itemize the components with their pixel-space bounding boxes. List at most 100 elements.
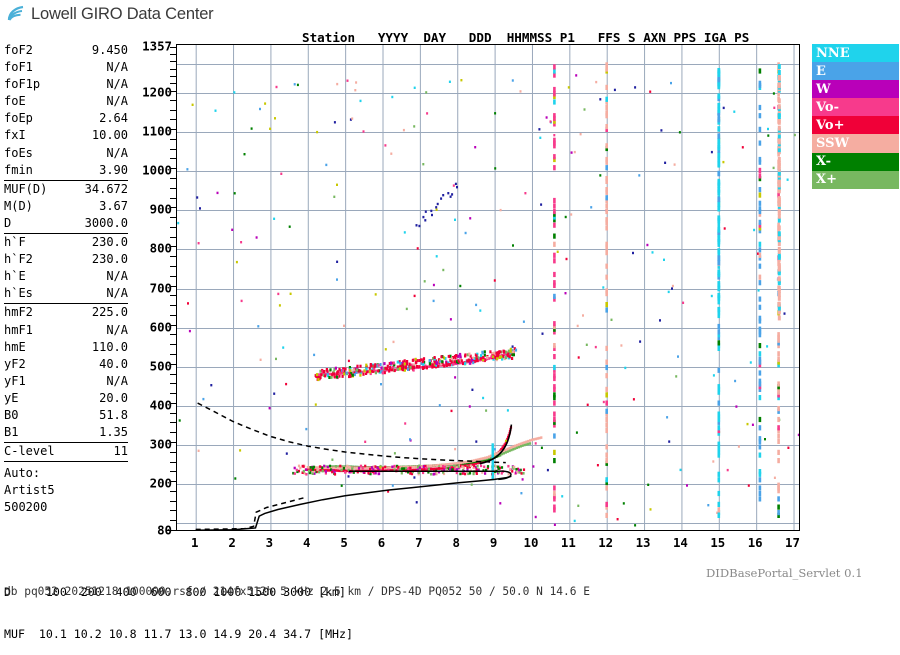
- y-axis-tick-label: 700: [149, 280, 172, 296]
- parameter-group: C-level 11: [4, 443, 128, 463]
- parameter-row: hmE 110.0: [4, 339, 128, 356]
- parameter-label: hmF1: [4, 322, 33, 337]
- parameter-row: foEp 2.64: [4, 110, 128, 127]
- legend-item-vo[interactable]: Vo-: [812, 98, 899, 117]
- y-axis-tick-label: 1200: [142, 84, 172, 100]
- parameter-value: 3000.0: [84, 215, 128, 230]
- parameter-label: fxI: [4, 128, 26, 143]
- y-axis-tick-label: 500: [149, 358, 172, 374]
- parameter-value: N/A: [106, 145, 128, 160]
- legend-label: W: [816, 81, 831, 97]
- legend-label: NNE: [816, 45, 850, 61]
- legend-label: E: [816, 63, 826, 79]
- parameter-row: h`E N/A: [4, 268, 128, 285]
- parameter-label: B1: [4, 425, 19, 440]
- parameter-label: foF2: [4, 43, 33, 57]
- parameter-value: 230.0: [91, 252, 128, 267]
- legend-item-x[interactable]: X-: [812, 152, 899, 171]
- muf-row: MUF 10.1 10.2 10.8 11.7 13.0 14.9 20.4 3…: [4, 627, 354, 641]
- x-axis-tick-label: 3: [265, 535, 274, 550]
- autoscaler-line: Auto:: [4, 466, 41, 481]
- y-axis-tick-label: 1100: [142, 123, 172, 139]
- parameter-row: h`F 230.0: [4, 234, 128, 251]
- legend-item-nne[interactable]: NNE: [812, 44, 899, 63]
- servlet-version: DIDBasePortal_Servlet 0.1: [706, 566, 863, 580]
- x-axis-tick-label: 16: [747, 535, 763, 550]
- parameter-value: 2.64: [99, 111, 128, 126]
- parameter-row: foEs N/A: [4, 145, 128, 162]
- x-axis-tick-label: 5: [340, 535, 348, 550]
- parameter-value: N/A: [106, 77, 128, 92]
- legend-item-x[interactable]: X+: [812, 170, 899, 189]
- parameter-row: hmF2 225.0: [4, 304, 128, 321]
- x-axis-tick-label: 1: [190, 535, 199, 550]
- parameter-label: h`Es: [4, 286, 33, 301]
- header-column-row: Station YYYY DAY DDD HHMMSS P1 FFS S AXN…: [302, 30, 750, 45]
- parameter-value: N/A: [106, 286, 128, 301]
- x-axis-tick-label: 13: [635, 535, 651, 550]
- x-axis-tick-label: 4: [303, 535, 311, 550]
- parameter-value: 51.8: [99, 407, 128, 422]
- x-axis-tick-label: 7: [415, 535, 423, 550]
- x-axis-tick-label: 2: [228, 535, 236, 550]
- parameter-row: yE 20.0: [4, 390, 128, 407]
- legend-item-ssw[interactable]: SSW: [812, 134, 899, 153]
- legend-item-vo[interactable]: Vo+: [812, 116, 899, 135]
- x-axis-tick-label: 11: [560, 535, 576, 550]
- plot-data-layer: [177, 62, 799, 530]
- parameter-row: h`F2 230.0: [4, 251, 128, 268]
- y-axis-tick-label: 800: [149, 240, 172, 256]
- legend-label: X+: [816, 172, 837, 188]
- parameter-row: B0 51.8: [4, 407, 128, 424]
- parameter-value: 11: [113, 444, 128, 459]
- parameter-value: N/A: [106, 269, 128, 284]
- parameter-row: MUF(D) 34.672: [4, 181, 128, 198]
- parameter-row: foF2 9.450: [4, 42, 128, 59]
- x-axis-tick-label: 6: [377, 535, 386, 550]
- parameter-row: yF1 N/A: [4, 373, 128, 390]
- parameter-value: 225.0: [91, 305, 128, 320]
- ionogram-plot[interactable]: [176, 44, 800, 531]
- brand-logo: Lowell GIRO Data Center: [6, 4, 214, 24]
- parameter-row: hmF1 N/A: [4, 322, 128, 339]
- parameter-value: 3.67: [99, 198, 128, 213]
- autoscaler-line: 500200: [4, 500, 48, 515]
- legend-label: Vo+: [816, 117, 845, 133]
- y-axis-tick-label: 900: [149, 201, 172, 217]
- parameter-label: yF2: [4, 356, 26, 371]
- parameter-value: 1.35: [99, 425, 128, 440]
- parameter-value: 10.00: [91, 128, 128, 143]
- parameter-value: 230.0: [91, 235, 128, 250]
- y-axis-tick-label: 300: [149, 436, 172, 452]
- brand-name: Lowell GIRO Data Center: [31, 4, 214, 23]
- parameter-label: foEp: [4, 111, 33, 126]
- x-axis-tick-label: 10: [523, 535, 539, 550]
- parameter-group: foF2 9.450 foF1 N/A foF1p N/A foE N/A foEp 2.64 fx…: [4, 42, 128, 181]
- x-axis-tick-label: 15: [710, 535, 726, 550]
- parameter-value: 40.0: [99, 356, 128, 371]
- parameter-label: foF1: [4, 60, 33, 75]
- parameter-label: h`F: [4, 235, 26, 250]
- legend-label: SSW: [816, 136, 850, 152]
- legend-item-w[interactable]: W: [812, 80, 899, 99]
- parameter-label: h`E: [4, 269, 26, 284]
- x-axis-tick-label: 17: [785, 535, 800, 550]
- x-axis-tick-label: 12: [598, 535, 614, 550]
- parameter-label: foF1p: [4, 77, 41, 92]
- ionospheric-parameters-panel: foF2 9.450 foF1 N/A foF1p N/A foE N/A foEp 2.64 fx…: [4, 42, 128, 517]
- parameter-value: N/A: [106, 373, 128, 388]
- autoscaler-line: Artist5: [4, 483, 55, 498]
- footer-metadata: db pq052 20251218 100000.rsf / 214fx512h…: [4, 585, 590, 598]
- parameter-group: hmF2 225.0 hmF1 N/A hmE 110.0 yF2 40.0 yF1 N/A yE 2…: [4, 304, 128, 444]
- parameter-value: 34.672: [84, 181, 128, 196]
- distance-muf-scale: D 100 200 400 600 800 1000 1500 3000 [km…: [4, 557, 353, 655]
- parameter-value: N/A: [106, 322, 128, 337]
- parameter-value: N/A: [106, 60, 128, 75]
- parameter-row: D 3000.0: [4, 215, 128, 232]
- parameter-label: M(D): [4, 198, 33, 213]
- legend-item-e[interactable]: E: [812, 62, 899, 81]
- y-axis-tick-label: 1357: [142, 38, 172, 54]
- parameter-label: hmE: [4, 339, 26, 354]
- autoscaler-info: Auto: Artist5 500200: [4, 465, 128, 516]
- parameter-row: M(D) 3.67: [4, 198, 128, 215]
